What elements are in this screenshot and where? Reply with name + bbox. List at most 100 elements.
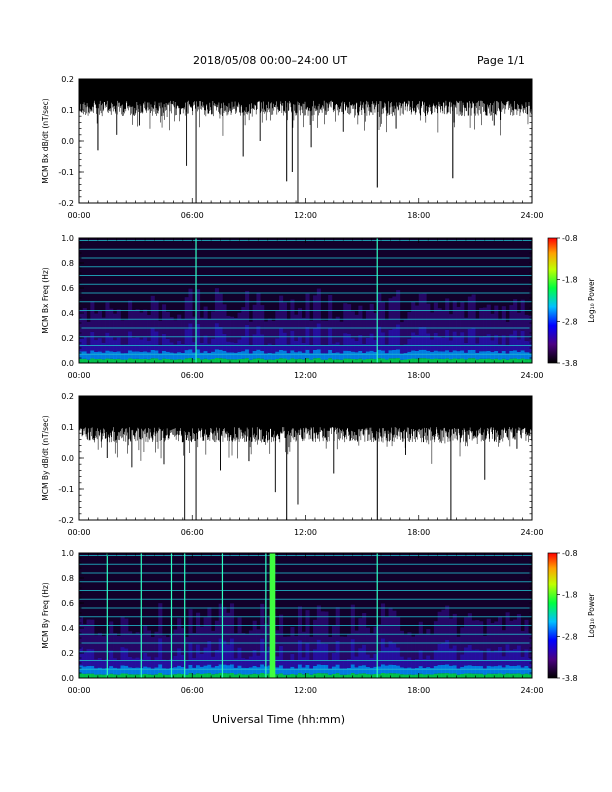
power-cell (354, 674, 359, 678)
power-cell (173, 655, 178, 668)
power-cell (343, 674, 348, 678)
power-cell (441, 351, 446, 359)
signal-trace (79, 396, 532, 520)
power-cell (460, 358, 465, 363)
power-cell (196, 358, 201, 363)
power-cell (150, 328, 155, 350)
power-cell (365, 351, 370, 359)
power-cell (430, 659, 435, 669)
power-cell (505, 353, 510, 360)
power-cell (358, 334, 363, 351)
power-cell (162, 350, 167, 359)
power-cell (381, 358, 386, 363)
power-cell (509, 350, 514, 359)
power-cell (441, 609, 446, 643)
power-cell (196, 289, 201, 324)
power-cell (143, 309, 148, 338)
power-cell (437, 358, 442, 363)
power-cell (411, 668, 416, 675)
power-cell (490, 666, 495, 674)
power-cell (305, 642, 310, 665)
power-cell (377, 624, 382, 653)
power-cell (328, 294, 333, 328)
power-cell (177, 618, 182, 649)
power-cell (177, 648, 182, 666)
y-tick-label: 0.2 (61, 75, 74, 84)
power-cell (162, 668, 167, 675)
power-cell (301, 667, 306, 675)
power-cell (411, 332, 416, 351)
colorbar-tick-label: -1.8 (562, 276, 578, 285)
power-cell (196, 612, 201, 645)
power-cell (248, 674, 253, 678)
power-cell (128, 667, 133, 675)
power-cell (490, 651, 495, 667)
power-cell (169, 342, 174, 353)
power-cell (203, 335, 208, 352)
power-cell (101, 674, 106, 678)
power-cell (464, 342, 469, 353)
power-cell (411, 674, 416, 678)
power-cell (233, 317, 238, 343)
y-tick-label: -0.2 (58, 516, 74, 525)
power-cell (414, 674, 420, 678)
power-cell (513, 665, 518, 674)
power-cell (339, 359, 344, 363)
power-cell (230, 352, 235, 360)
power-cell (154, 358, 159, 363)
power-cell (282, 668, 287, 675)
power-cell (192, 316, 197, 343)
power-cell (430, 312, 435, 340)
power-cell (290, 358, 295, 363)
power-cell (475, 673, 480, 678)
power-cell (290, 666, 295, 674)
power-cell (109, 358, 114, 363)
power-cell (222, 333, 227, 351)
power-cell (188, 288, 193, 324)
power-cell (505, 612, 510, 645)
power-cell (358, 305, 363, 335)
power-cell (486, 358, 491, 363)
power-cell (528, 341, 533, 353)
power-cell (347, 674, 352, 678)
power-cell (169, 352, 174, 360)
power-cell (411, 358, 416, 363)
power-cell (135, 358, 140, 363)
power-cell (384, 673, 389, 678)
power-cell (211, 358, 216, 363)
power-cell (97, 351, 102, 359)
power-cell (297, 673, 303, 678)
y-tick-label: 0.8 (61, 574, 74, 583)
power-cell (320, 673, 325, 678)
power-cell (263, 345, 269, 354)
y-tick-label: 0.2 (61, 334, 74, 343)
power-cell (441, 673, 446, 678)
power-cell (146, 674, 152, 678)
power-cell (79, 337, 84, 352)
power-cell (267, 343, 272, 353)
power-cell (245, 658, 250, 668)
power-cell (196, 673, 201, 678)
power-cell (396, 358, 401, 363)
power-cell (464, 647, 469, 666)
power-cell (230, 673, 235, 678)
power-cell (516, 614, 521, 646)
power-cell (301, 674, 306, 678)
power-cell (241, 335, 246, 352)
power-cell (158, 603, 163, 639)
power-cell (263, 321, 269, 346)
power-cell (124, 648, 129, 666)
power-cell (275, 667, 280, 675)
power-cell (456, 335, 461, 352)
power-cell (505, 321, 510, 346)
power-cell (343, 303, 348, 334)
power-cell (116, 351, 121, 359)
power-cell (347, 667, 352, 675)
power-cell (437, 611, 442, 644)
power-cell (90, 331, 95, 351)
power-cell (146, 656, 152, 668)
power-cell (237, 617, 242, 648)
power-cell (79, 358, 84, 363)
power-cell (414, 305, 420, 335)
power-cell (354, 340, 359, 353)
